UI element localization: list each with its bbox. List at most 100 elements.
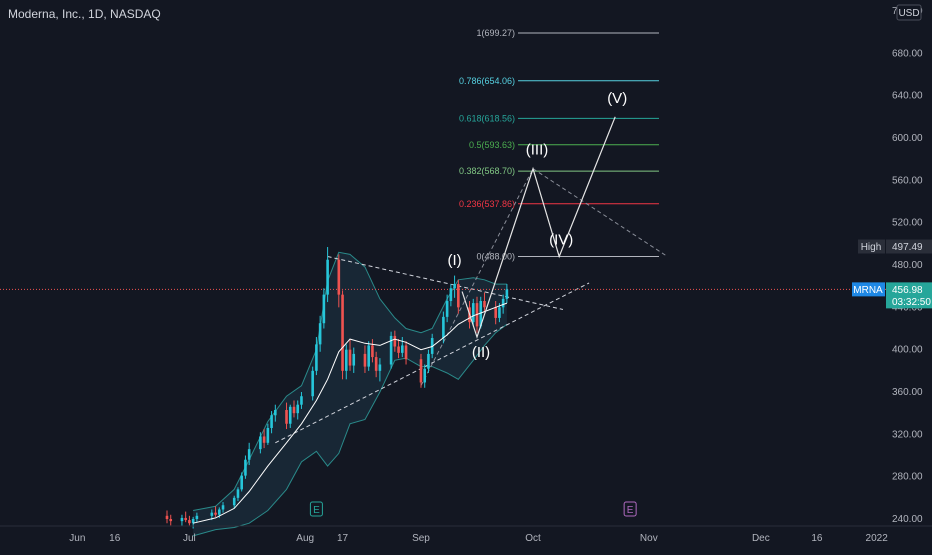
- price-tick-label: 320.00: [892, 429, 923, 440]
- time-tick-label: 17: [337, 533, 349, 544]
- candle-body: [401, 345, 404, 353]
- candle-body: [236, 489, 240, 498]
- fib-level-label: 0.786(654.06): [459, 76, 515, 86]
- candle-body: [445, 300, 449, 317]
- candle-body: [501, 298, 505, 308]
- candle: [326, 247, 329, 303]
- bar-countdown: 03:32:50: [892, 297, 931, 308]
- candle-body: [188, 520, 191, 524]
- candle: [270, 411, 273, 434]
- time-tick-label: 2022: [866, 533, 889, 544]
- earnings-marker[interactable]: E: [309, 501, 323, 517]
- candle-body: [180, 517, 184, 522]
- price-tick-label: 360.00: [892, 387, 923, 398]
- high-tag-value: 497.49: [892, 242, 923, 253]
- currency-badge[interactable]: USD: [896, 4, 922, 21]
- dashed-trendline[interactable]: [275, 282, 590, 444]
- moving-average: [192, 302, 508, 524]
- candle-body: [453, 284, 456, 289]
- dashed-trendline[interactable]: [327, 256, 564, 310]
- currency-badge-box: [896, 4, 922, 21]
- candle-body: [191, 519, 195, 524]
- candle-body: [318, 323, 322, 345]
- candle-body: [195, 515, 199, 519]
- price-tick-label: 480.00: [892, 260, 923, 271]
- candle-body: [404, 345, 408, 360]
- candle: [285, 402, 288, 430]
- candle-body: [169, 519, 173, 522]
- wave-label: (III): [526, 142, 549, 159]
- fib-level-label: 0.382(568.70): [459, 166, 515, 176]
- earnings-marker[interactable]: E: [623, 501, 637, 517]
- band-fill: [193, 252, 507, 536]
- candle-body: [479, 300, 483, 327]
- candle: [344, 344, 348, 380]
- earnings-label: E: [627, 505, 634, 516]
- candle-body: [322, 294, 326, 324]
- candle: [259, 432, 262, 454]
- wave-label: (I): [448, 252, 462, 269]
- candle: [221, 502, 225, 513]
- candle-body: [367, 345, 370, 367]
- candle-body: [471, 303, 475, 323]
- fib-level-label: 0(488.00): [476, 252, 515, 262]
- time-tick-label: Jul: [183, 533, 196, 544]
- time-axis[interactable]: Jun 16 Jul Aug 17 Sep Oct Nov Dec 16 2022: [0, 525, 932, 544]
- fib-level-label: 0.5(593.63): [469, 140, 515, 150]
- candles: [165, 247, 509, 529]
- high-price-tag: High 497.49: [858, 239, 932, 254]
- candle-body: [363, 353, 367, 367]
- candle: [195, 512, 199, 523]
- candle: [397, 339, 400, 359]
- candle: [232, 495, 236, 509]
- candle: [184, 511, 187, 523]
- candle-body: [348, 349, 352, 366]
- elliott-waves[interactable]: (I) (II) (III) (IV) (V): [448, 90, 628, 361]
- candle: [505, 284, 509, 304]
- band-lower-line: [192, 323, 508, 537]
- price-axis[interactable]: 240.00280.00320.00360.00400.00440.00480.…: [892, 4, 923, 525]
- fib-retracement[interactable]: 1(699.27) 0.786(654.06) 0.618(618.56) 0.5(5…: [459, 28, 659, 262]
- price-tick-label: 240.00: [892, 514, 923, 525]
- candle: [169, 514, 173, 526]
- candle-body: [326, 259, 329, 295]
- sma-line: [192, 302, 508, 524]
- price-tick-label: 520.00: [892, 218, 923, 229]
- candle: [247, 442, 251, 466]
- earnings-icon: [309, 501, 323, 517]
- dashed-trendline[interactable]: [420, 168, 534, 386]
- candle: [244, 455, 247, 479]
- candle: [453, 275, 456, 298]
- candle: [188, 515, 191, 526]
- candle-body: [300, 396, 303, 405]
- wave-projection-path[interactable]: [461, 116, 616, 339]
- candle: [292, 400, 296, 418]
- currency-label: USD: [898, 8, 919, 19]
- candle: [427, 349, 430, 373]
- candle-body: [285, 409, 288, 424]
- dashed-trendline[interactable]: [532, 168, 668, 257]
- candle: [262, 429, 266, 449]
- candle-body: [442, 316, 445, 339]
- candle-body: [498, 307, 501, 318]
- candle-body: [217, 509, 221, 515]
- candle-body: [221, 505, 225, 510]
- candle: [374, 351, 378, 378]
- candle-body: [288, 406, 292, 424]
- candle-body: [505, 289, 509, 299]
- candle-body: [315, 344, 318, 371]
- candle: [378, 358, 382, 382]
- price-tick-label: 640.00: [892, 91, 923, 102]
- candle: [371, 339, 374, 363]
- earnings-label: E: [313, 505, 320, 516]
- trendlines[interactable]: [275, 168, 668, 444]
- candle-body: [214, 512, 217, 515]
- wave-label: (II): [472, 344, 490, 361]
- candle-body: [427, 353, 430, 369]
- candle: [288, 404, 292, 428]
- candle-body: [423, 368, 427, 383]
- candle: [404, 341, 408, 365]
